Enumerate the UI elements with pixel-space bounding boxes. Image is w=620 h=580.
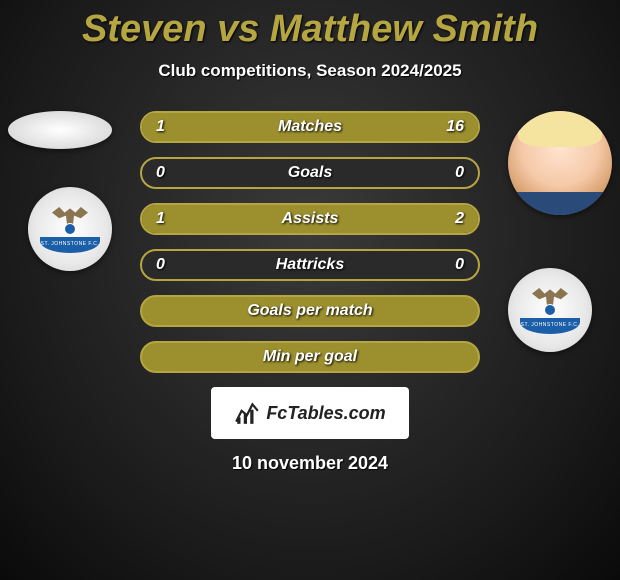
stat-row: Goals0 0 — [140, 157, 480, 189]
stat-value-right: 0 — [455, 251, 464, 279]
stat-bar: Min per goal — [140, 341, 480, 373]
ball-icon — [544, 304, 556, 316]
ball-icon — [64, 223, 76, 235]
stat-row: Assists1 2 — [140, 203, 480, 235]
brand-badge: FcTables.com — [211, 387, 409, 439]
player-right-crest: ST. JOHNSTONE F.C. — [508, 268, 592, 352]
stat-bar: Matches1 16 — [140, 111, 480, 143]
stat-value-left: 1 — [156, 113, 165, 141]
crest-ribbon-right: ST. JOHNSTONE F.C. — [520, 318, 580, 334]
stat-row: Hattricks0 0 — [140, 249, 480, 281]
stat-value-left: 1 — [156, 205, 165, 233]
stat-bar: Goals0 0 — [140, 157, 480, 189]
page-title: Steven vs Matthew Smith — [0, 0, 620, 51]
stat-row: Min per goal — [140, 341, 480, 373]
player-left-crest: ST. JOHNSTONE F.C. — [28, 187, 112, 271]
stat-label: Min per goal — [142, 343, 478, 371]
stat-row: Matches1 16 — [140, 111, 480, 143]
chart-icon — [234, 400, 260, 426]
player-right-avatar — [508, 111, 612, 215]
snapshot-date: 10 november 2024 — [0, 453, 620, 474]
comparison-area: ST. JOHNSTONE F.C. ST. JOHNSTONE F.C. Ma… — [0, 111, 620, 474]
stat-row: Goals per match — [140, 295, 480, 327]
stat-label: Matches — [142, 113, 478, 141]
player-left-avatar — [8, 111, 112, 149]
stat-value-left: 0 — [156, 251, 165, 279]
stat-label: Goals per match — [142, 297, 478, 325]
stat-value-right: 0 — [455, 159, 464, 187]
crest-ribbon-left: ST. JOHNSTONE F.C. — [40, 237, 100, 253]
stat-label: Goals — [142, 159, 478, 187]
stat-label: Hattricks — [142, 251, 478, 279]
stat-bars: Matches116Goals00Assists12Hattricks00Goa… — [140, 111, 480, 373]
stat-bar: Hattricks0 0 — [140, 249, 480, 281]
stat-bar: Assists1 2 — [140, 203, 480, 235]
stat-value-right: 16 — [446, 113, 464, 141]
page-subtitle: Club competitions, Season 2024/2025 — [0, 61, 620, 81]
stat-value-left: 0 — [156, 159, 165, 187]
brand-text: FcTables.com — [266, 403, 385, 424]
stat-value-right: 2 — [455, 205, 464, 233]
stat-bar: Goals per match — [140, 295, 480, 327]
stat-label: Assists — [142, 205, 478, 233]
